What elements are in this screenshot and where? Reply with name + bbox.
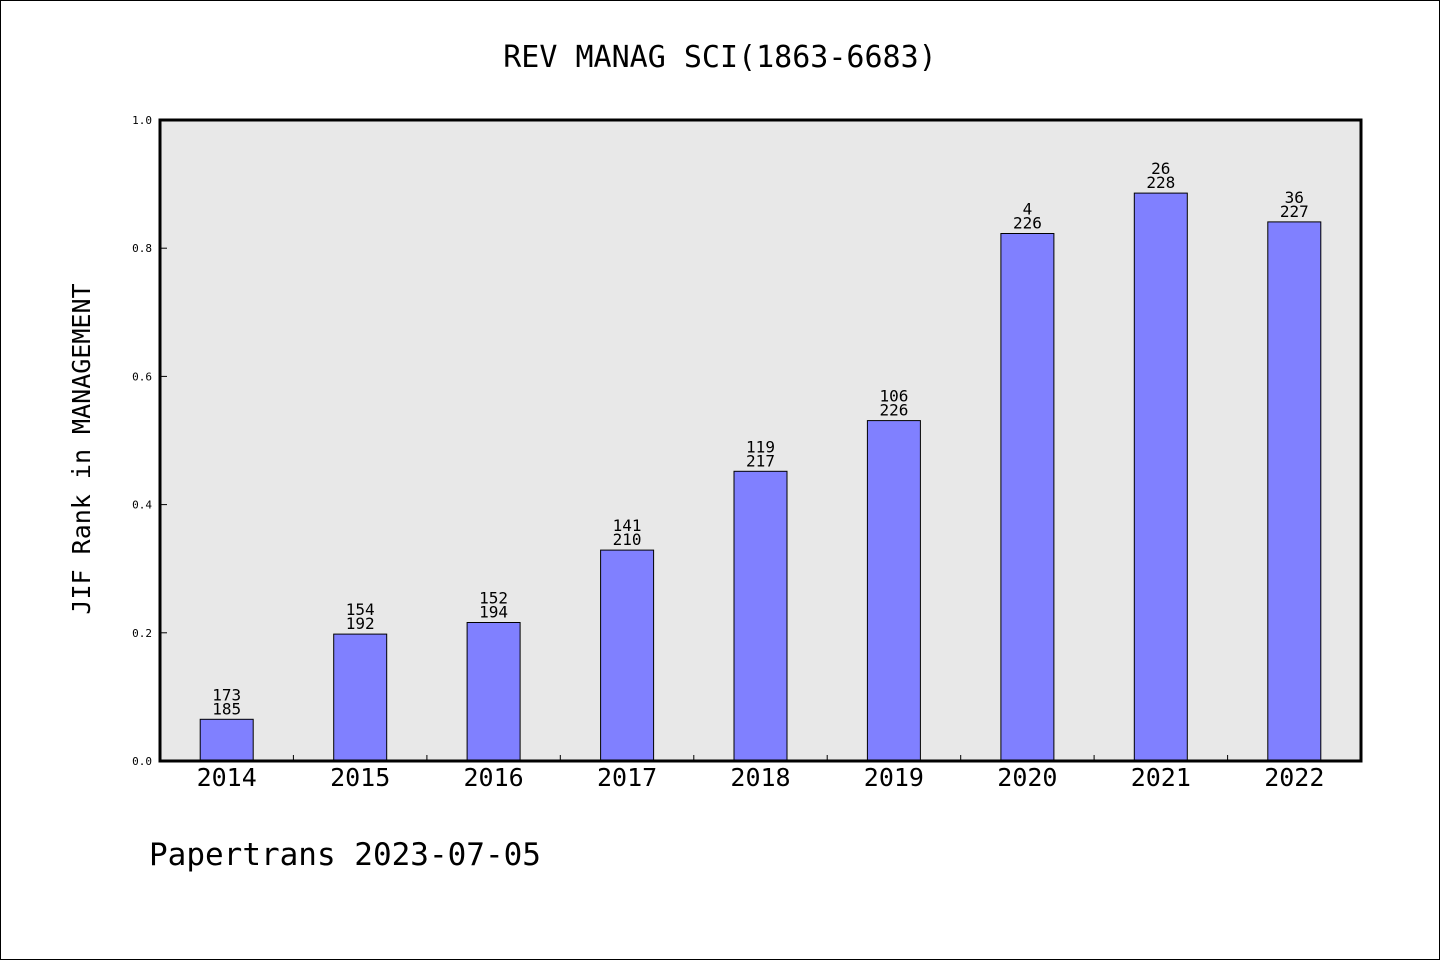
bar-label-total: 194 xyxy=(479,603,508,622)
bar-2015 xyxy=(333,633,388,762)
bar-label-rank: 4 xyxy=(1023,200,1033,219)
x-tick-label: 2019 xyxy=(864,763,924,792)
y-axis-label: JIF Rank in MANAGEMENT xyxy=(67,283,96,614)
bar-label-total: 210 xyxy=(613,530,642,549)
bar-label-total: 217 xyxy=(746,451,775,470)
bar-label-rank: 154 xyxy=(346,600,375,619)
x-tick-label: 2021 xyxy=(1131,763,1191,792)
bar-label-rank: 173 xyxy=(212,685,241,704)
x-tick-label: 2017 xyxy=(597,763,657,792)
y-tick-label: 0.0 xyxy=(132,755,152,768)
y-tick-label: 0.6 xyxy=(132,370,152,383)
y-tick-label: 1.0 xyxy=(132,114,152,127)
bar-label-total: 227 xyxy=(1280,202,1309,221)
footer-text: Papertrans 2023-07-05 xyxy=(149,837,541,873)
bar-label-rank: 119 xyxy=(746,437,775,456)
bar-label-total: 228 xyxy=(1146,173,1175,192)
bar-label-total: 226 xyxy=(1013,214,1042,233)
bar-label-total: 192 xyxy=(346,614,375,633)
bar-label-rank: 152 xyxy=(479,589,508,608)
x-tick-label: 2015 xyxy=(330,763,390,792)
bar-2020 xyxy=(1000,233,1055,762)
x-tick-label: 2018 xyxy=(730,763,790,792)
bar-label-rank: 26 xyxy=(1151,159,1170,178)
bar-label-total: 226 xyxy=(879,401,908,420)
y-tick-label: 0.2 xyxy=(132,627,152,640)
bar-2016 xyxy=(466,622,521,762)
bar-2014 xyxy=(199,718,254,762)
bar-2018 xyxy=(733,470,788,762)
bar-label-rank: 106 xyxy=(879,387,908,406)
x-tick-label: 2014 xyxy=(197,763,257,792)
x-tick-label: 2020 xyxy=(997,763,1057,792)
bar-label-rank: 141 xyxy=(613,516,642,535)
x-tick-label: 2022 xyxy=(1264,763,1324,792)
bar-2022 xyxy=(1267,221,1322,762)
y-tick-label: 0.8 xyxy=(132,242,152,255)
plot-border xyxy=(158,118,1363,763)
bar-2021 xyxy=(1133,192,1188,762)
bar-2017 xyxy=(600,549,655,762)
x-tick-label: 2016 xyxy=(463,763,523,792)
bar-2019 xyxy=(866,420,921,762)
bar-label-rank: 36 xyxy=(1285,188,1304,207)
chart-title: REV MANAG SCI(1863-6683) xyxy=(503,40,936,75)
bar-label-total: 185 xyxy=(212,699,241,718)
y-tick-label: 0.4 xyxy=(132,499,152,512)
